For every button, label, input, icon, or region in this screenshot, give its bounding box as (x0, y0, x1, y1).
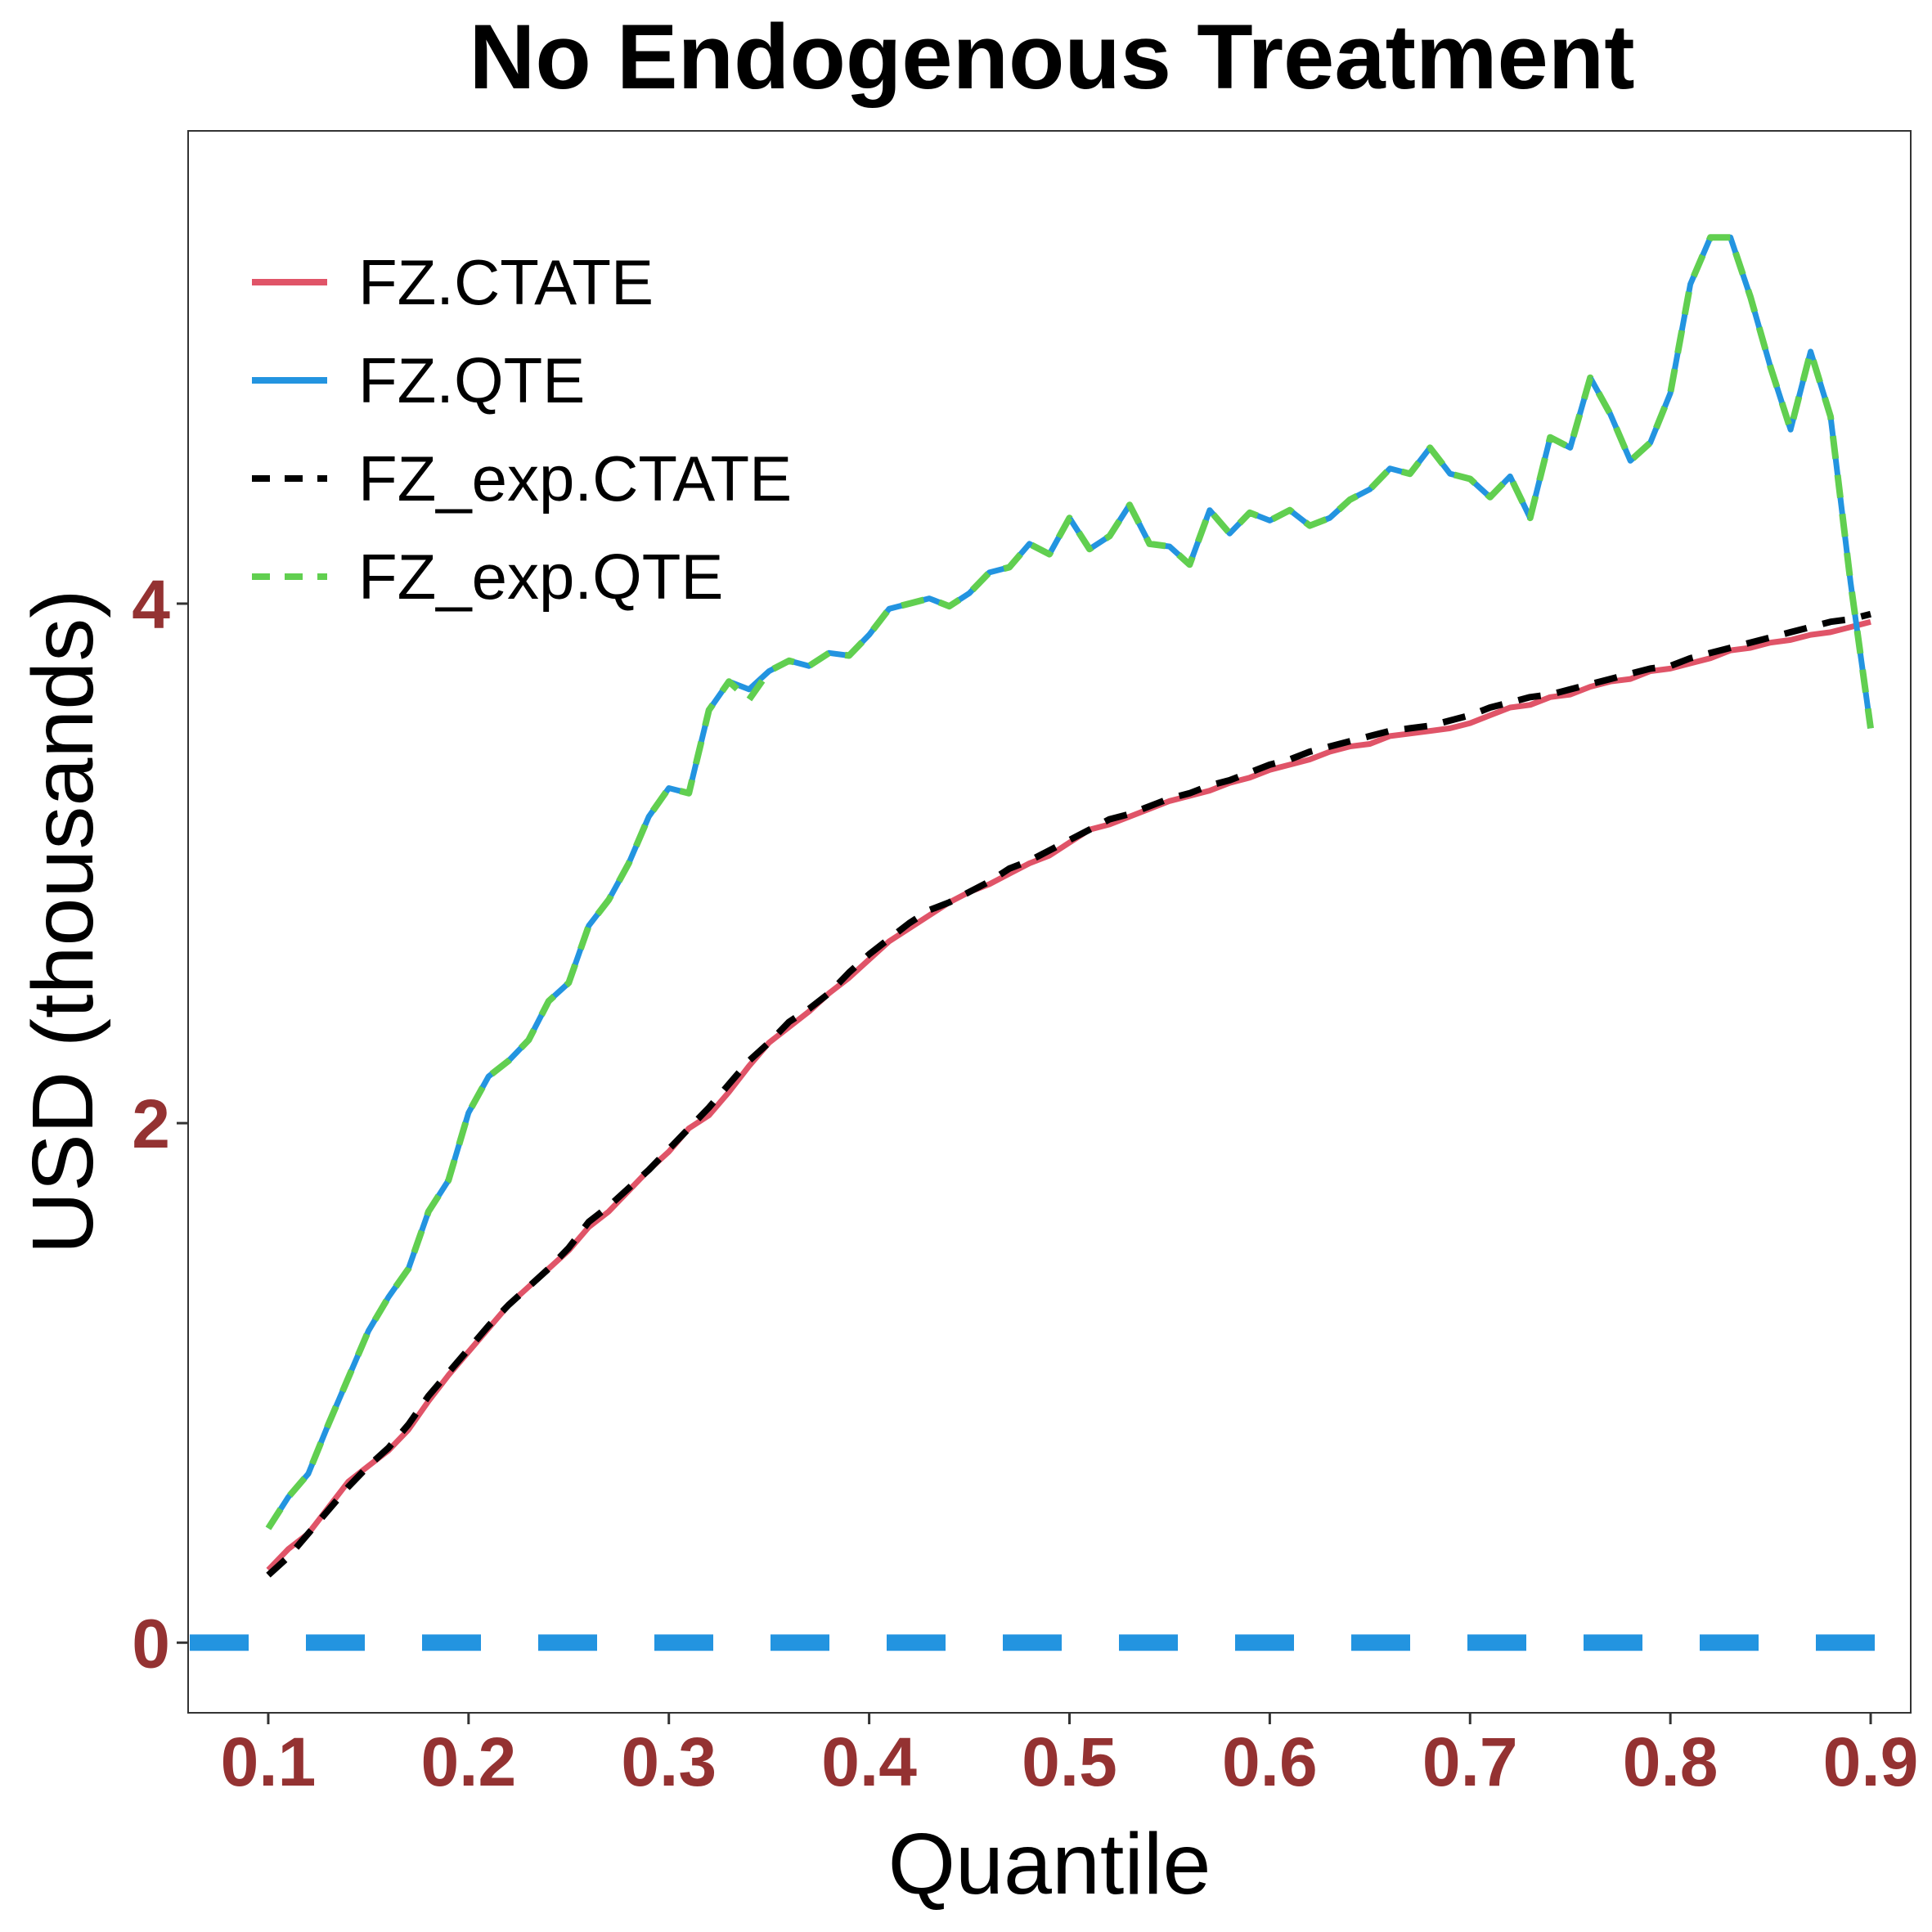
x-tick-label: 0.5 (1022, 1723, 1117, 1800)
y-tick-label: 0 (132, 1605, 170, 1682)
y-tick-label: 2 (132, 1085, 170, 1162)
legend: FZ.CTATE FZ.QTE FZ_exp.CTATE FZ_exp.QTE (252, 246, 792, 613)
x-axis: 0.1 0.2 0.3 0.4 0.5 0.6 0.7 0.8 0.9 (221, 1713, 1919, 1800)
legend-label-fz-exp-ctate: FZ_exp.CTATE (358, 443, 792, 514)
x-tick-label: 0.3 (621, 1723, 717, 1800)
x-tick-label: 0.9 (1823, 1723, 1919, 1800)
legend-label-fz-ctate: FZ.CTATE (358, 246, 654, 318)
series-line-fz-exp-qte (265, 234, 1874, 1530)
series-line-fz-exp-ctate (266, 610, 1871, 1578)
x-tick-label: 0.6 (1222, 1723, 1318, 1800)
legend-label-fz-qte: FZ.QTE (358, 344, 585, 416)
series-layer (265, 234, 1874, 1578)
x-tick-label: 0.1 (221, 1723, 317, 1800)
y-tick-label: 4 (132, 566, 170, 643)
x-axis-title: Quantile (888, 1816, 1211, 1912)
y-axis-title: USD (thousands) (15, 589, 111, 1254)
x-tick-label: 0.8 (1623, 1723, 1719, 1800)
chart-title: No Endogenous Treatment (470, 6, 1635, 108)
plot-panel (187, 130, 1912, 1714)
x-tick-label: 0.4 (821, 1723, 917, 1800)
x-tick-label: 0.7 (1422, 1723, 1518, 1800)
x-tick-label: 0.2 (420, 1723, 516, 1800)
legend-label-fz-exp-qte: FZ_exp.QTE (358, 541, 723, 613)
y-axis: 0 2 4 (132, 566, 188, 1682)
